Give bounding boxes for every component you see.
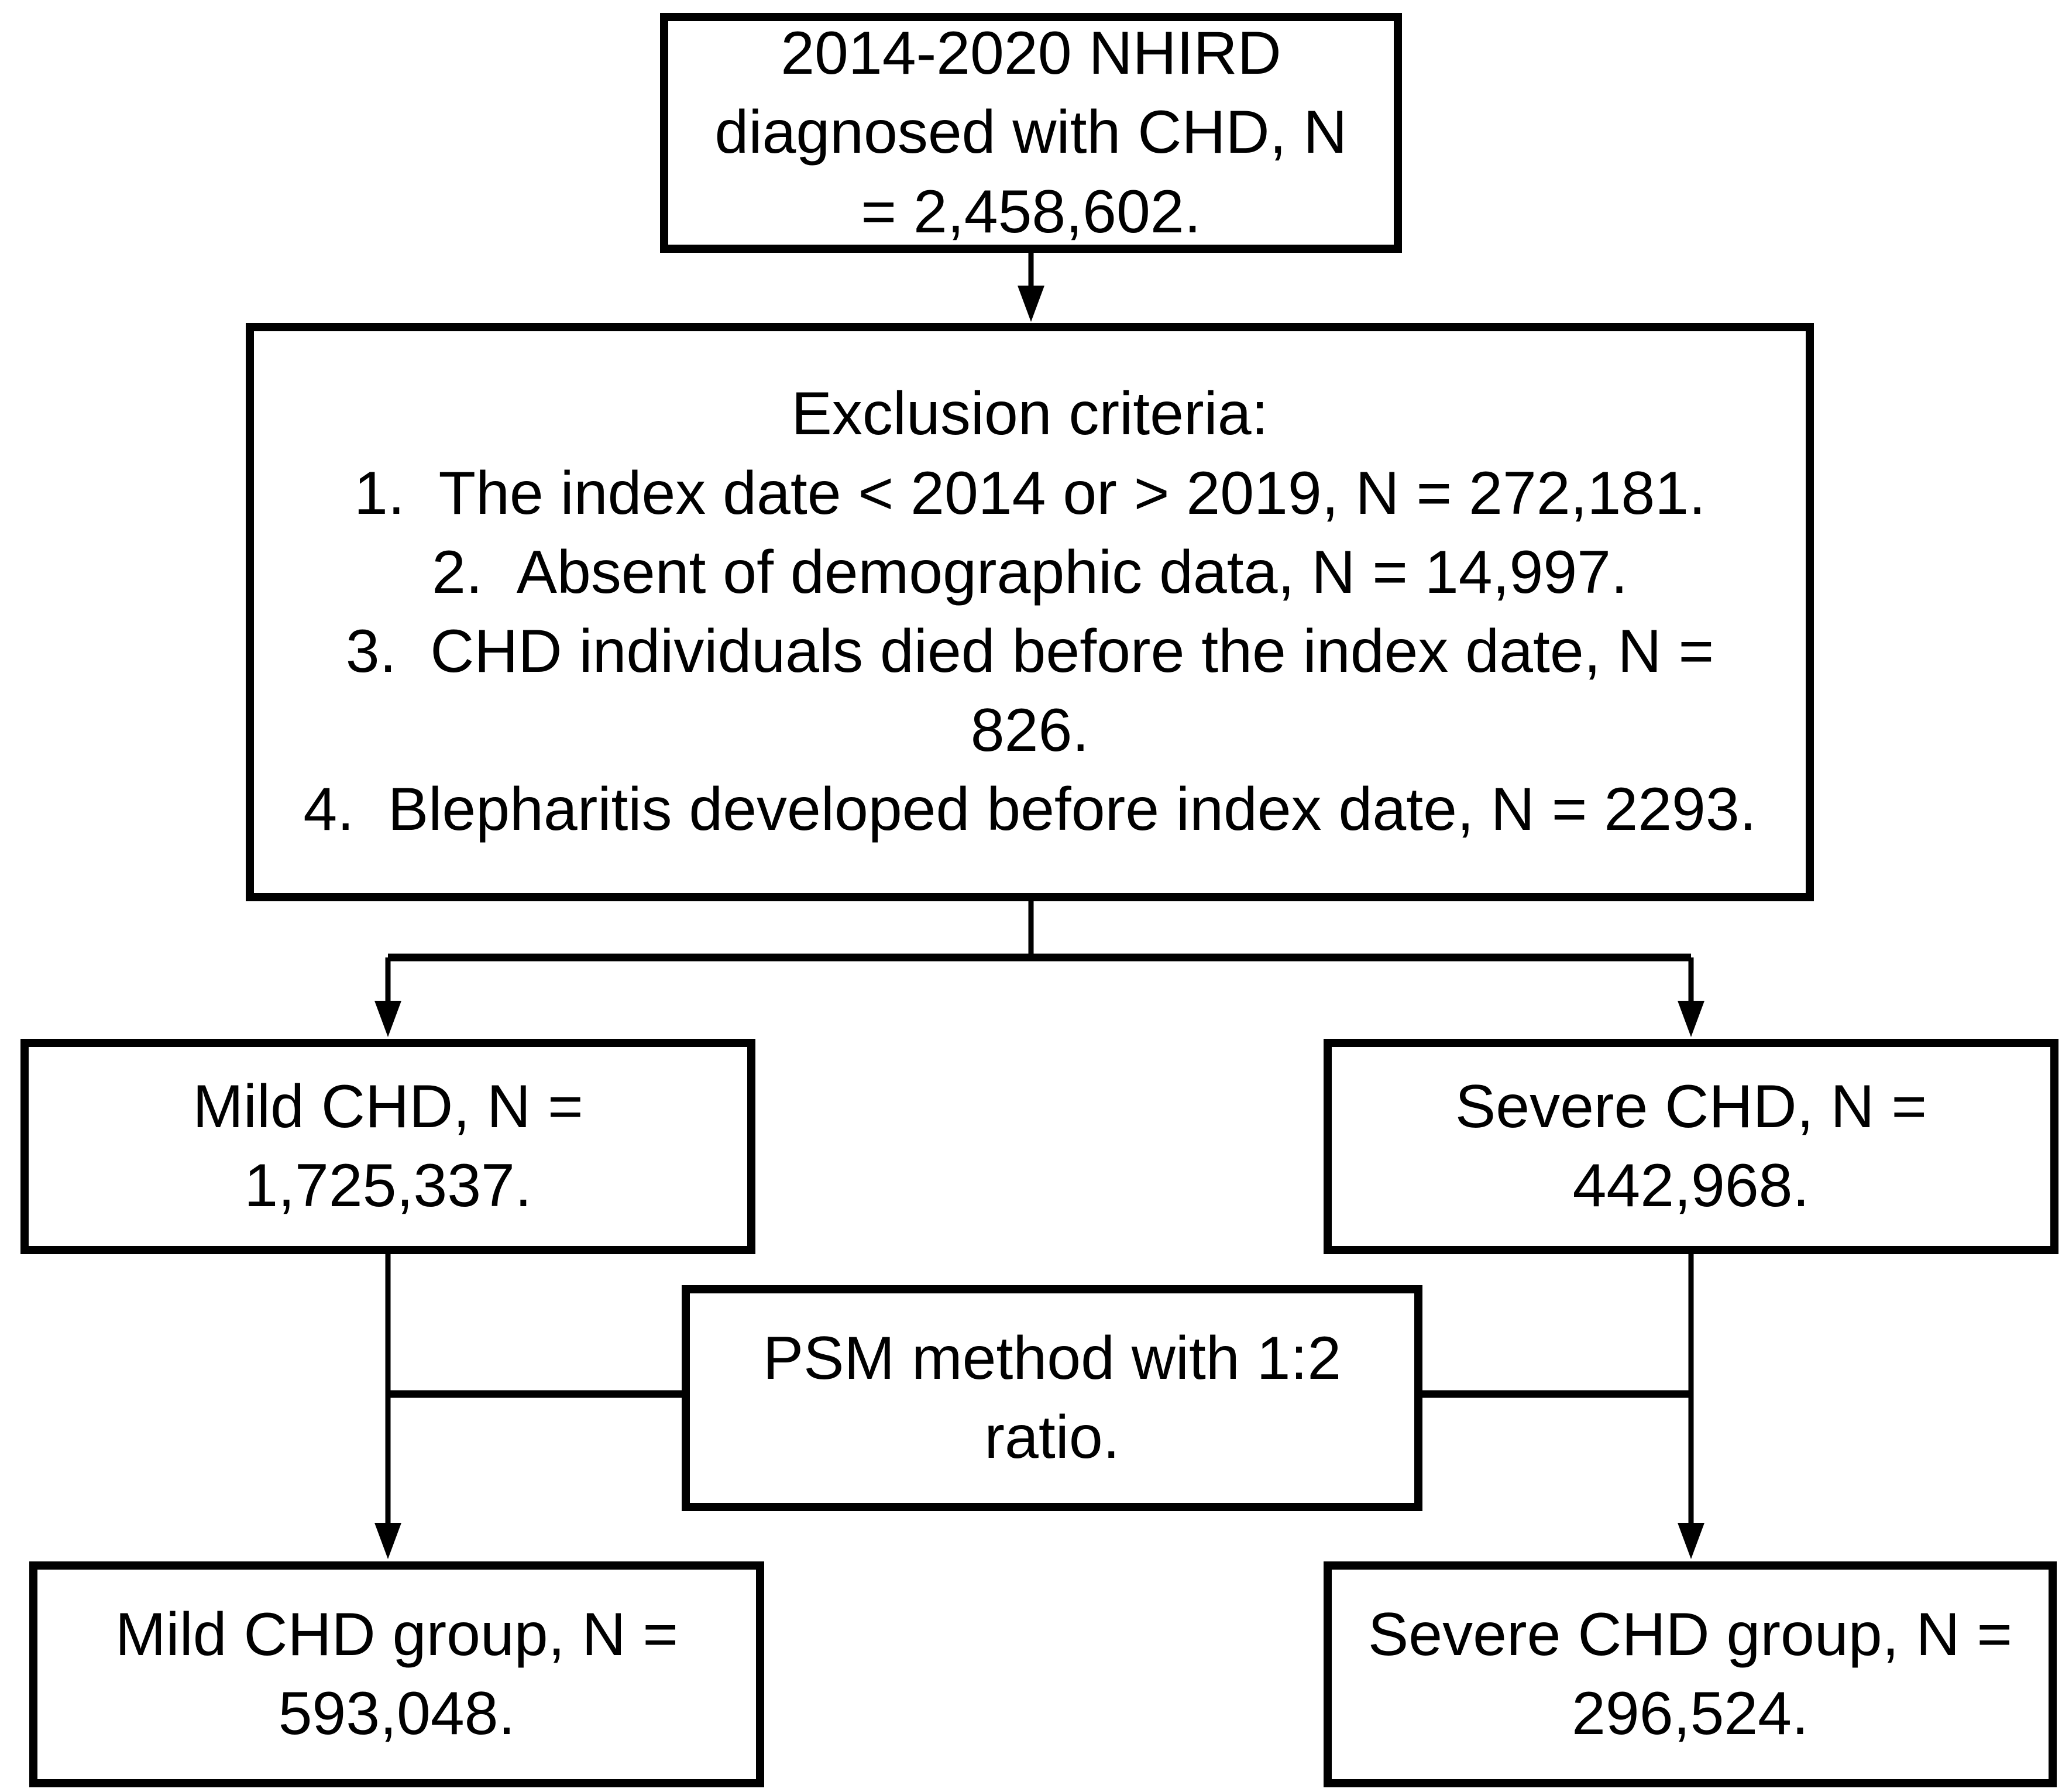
mild-chd-box: Mild CHD, N = 1,725,337.	[20, 1039, 755, 1254]
mild-chd-text: Mild CHD, N = 1,725,337.	[193, 1072, 583, 1220]
severe-chd-box: Severe CHD, N = 442,968.	[1324, 1039, 2058, 1254]
severe-chd-group-box: Severe CHD group, N = 296,524.	[1324, 1561, 2057, 1787]
mild-chd-group-text: Mild CHD group, N = 593,048.	[115, 1600, 679, 1748]
psm-method-text: PSM method with 1:2 ratio.	[762, 1324, 1342, 1471]
severe-chd-text: Severe CHD, N = 442,968.	[1455, 1072, 1927, 1220]
exclusion-criteria-text: Exclusion criteria: 1. The index date < …	[303, 380, 1757, 844]
source-population-box: 2014-2020 NHIRD diagnosed with CHD, N = …	[660, 13, 1402, 253]
exclusion-criteria-box: Exclusion criteria: 1. The index date < …	[246, 323, 1814, 901]
mild-chd-group-box: Mild CHD group, N = 593,048.	[29, 1561, 764, 1787]
arrowhead-down-icon	[1678, 1001, 1704, 1037]
psm-method-box: PSM method with 1:2 ratio.	[682, 1285, 1422, 1511]
severe-chd-group-text: Severe CHD group, N = 296,524.	[1367, 1600, 2013, 1748]
arrowhead-down-icon	[1678, 1523, 1704, 1559]
arrowhead-down-icon	[1018, 286, 1044, 322]
source-population-text: 2014-2020 NHIRD diagnosed with CHD, N = …	[714, 19, 1348, 246]
arrowhead-down-icon	[374, 1001, 401, 1037]
arrowhead-down-icon	[374, 1523, 401, 1559]
